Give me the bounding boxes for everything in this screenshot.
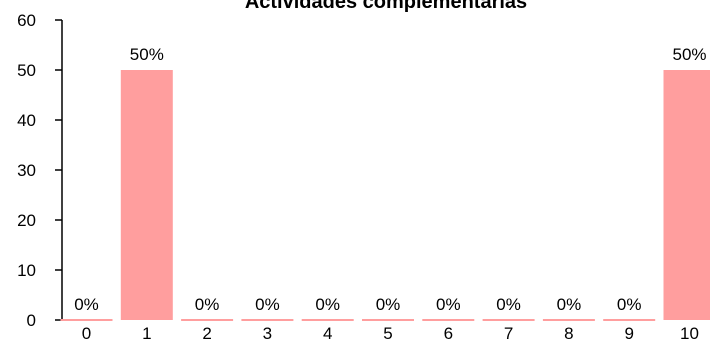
x-tick-label: 5: [383, 324, 392, 343]
x-tick-label: 7: [504, 324, 513, 343]
bar: [301, 319, 354, 321]
x-tick-label: 6: [444, 324, 453, 343]
bar: [422, 319, 475, 321]
y-tick-label: 30: [17, 161, 36, 180]
data-label: 0%: [376, 295, 401, 314]
bar: [603, 319, 656, 321]
x-tick-label: 4: [323, 324, 332, 343]
data-label: 0%: [195, 295, 220, 314]
bars: [60, 70, 710, 321]
bar: [482, 319, 535, 321]
y-tick-label: 40: [17, 111, 36, 130]
data-label: 0%: [74, 295, 99, 314]
y-tick-label: 50: [17, 61, 36, 80]
bar: [542, 319, 595, 321]
data-label: 0%: [617, 295, 642, 314]
data-label: 0%: [315, 295, 340, 314]
x-axis-tick-labels: 0 1 2 3 4 5 6 7 8 9 10: [82, 324, 699, 343]
x-tick-label: 0: [82, 324, 91, 343]
bar: [120, 70, 173, 320]
data-label: 0%: [436, 295, 461, 314]
bar: [60, 319, 113, 321]
data-label: 0%: [557, 295, 582, 314]
data-label: 0%: [496, 295, 521, 314]
y-tick-label: 10: [17, 261, 36, 280]
x-tick-label: 3: [263, 324, 272, 343]
y-tick-label: 60: [17, 11, 36, 30]
y-axis: 0 10 20 30 40 50 60: [17, 11, 63, 330]
data-label: 0%: [255, 295, 280, 314]
x-tick-label: 9: [624, 324, 633, 343]
x-tick-label: 1: [142, 324, 151, 343]
bar: [362, 319, 414, 321]
x-tick-label: 8: [564, 324, 573, 343]
y-tick-label: 20: [17, 211, 36, 230]
data-labels: 0% 50% 0% 0% 0% 0% 0% 0% 0% 0% 50%: [74, 45, 706, 314]
y-tick-label: 0: [27, 311, 36, 330]
data-label: 50%: [130, 45, 164, 64]
bar: [241, 319, 294, 321]
data-label: 50%: [672, 45, 706, 64]
chart-title: Actividades complementarias: [245, 0, 527, 13]
bar: [181, 319, 234, 321]
x-tick-label: 2: [202, 324, 211, 343]
x-tick-label: 10: [680, 324, 699, 343]
bar: [663, 70, 710, 320]
